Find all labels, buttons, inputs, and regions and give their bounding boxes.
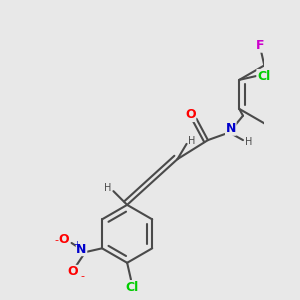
Text: O: O — [185, 108, 196, 122]
Text: N: N — [76, 243, 87, 256]
Text: H: H — [188, 136, 196, 146]
Text: Cl: Cl — [257, 70, 270, 83]
Text: F: F — [256, 39, 265, 52]
Text: +: + — [73, 240, 80, 249]
Text: -: - — [80, 272, 84, 281]
Text: Cl: Cl — [125, 281, 138, 294]
Text: O: O — [67, 266, 78, 278]
Text: H: H — [104, 183, 112, 193]
Text: N: N — [226, 122, 236, 135]
Text: H: H — [244, 136, 252, 147]
Text: -: - — [54, 235, 58, 245]
Text: O: O — [58, 233, 69, 246]
